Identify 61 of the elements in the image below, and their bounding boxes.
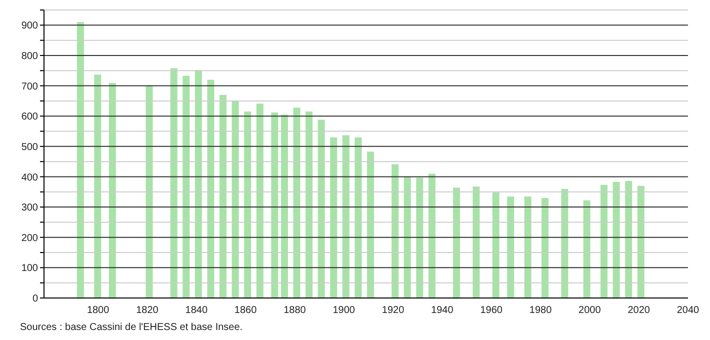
bar bbox=[194, 70, 202, 298]
bar bbox=[108, 83, 116, 298]
y-tick-label: 200 bbox=[21, 232, 38, 244]
bar bbox=[170, 68, 178, 298]
source-note: Sources : base Cassini de l'EHESS et base Insee. bbox=[20, 322, 244, 333]
bar bbox=[561, 188, 568, 298]
x-tick-label: 1880 bbox=[284, 305, 306, 316]
bar bbox=[492, 192, 500, 298]
bar bbox=[280, 114, 288, 298]
y-tick-label: 300 bbox=[21, 202, 38, 214]
bar bbox=[507, 196, 514, 298]
bar bbox=[232, 100, 239, 298]
bar bbox=[220, 94, 227, 298]
y-tick-label: 700 bbox=[21, 81, 38, 92]
x-tick-label: 1840 bbox=[185, 305, 208, 316]
bar bbox=[76, 22, 84, 298]
bar bbox=[524, 196, 532, 298]
x-tick-label: 1900 bbox=[332, 305, 356, 316]
bar bbox=[404, 176, 411, 298]
bar bbox=[146, 86, 153, 298]
bar bbox=[207, 80, 214, 298]
bar bbox=[428, 174, 436, 298]
bar bbox=[542, 198, 549, 298]
y-tick-label: 900 bbox=[21, 20, 38, 32]
bar bbox=[306, 112, 313, 298]
x-tick-label: 2040 bbox=[676, 305, 700, 316]
x-tick-label: 1980 bbox=[529, 305, 552, 316]
bar bbox=[416, 178, 424, 298]
bar bbox=[600, 184, 608, 298]
bar bbox=[342, 135, 350, 298]
x-tick-label: 2020 bbox=[628, 305, 650, 316]
y-tick-label: 600 bbox=[21, 112, 38, 123]
bar bbox=[318, 120, 325, 298]
bar bbox=[94, 74, 102, 298]
x-tick-label: 1860 bbox=[234, 305, 258, 316]
bar bbox=[256, 104, 264, 298]
bar bbox=[244, 112, 252, 298]
bar bbox=[354, 137, 362, 298]
bar bbox=[453, 188, 460, 298]
bar bbox=[330, 137, 338, 298]
bar bbox=[182, 76, 190, 298]
y-tick-label: 400 bbox=[21, 172, 38, 184]
bar bbox=[472, 186, 480, 298]
bar bbox=[612, 182, 620, 298]
y-tick-label: 800 bbox=[21, 51, 38, 62]
x-tick-label: 1960 bbox=[480, 305, 503, 316]
bar bbox=[637, 186, 644, 298]
x-tick-label: 2000 bbox=[578, 305, 602, 316]
x-tick-label: 1920 bbox=[382, 305, 405, 316]
bar bbox=[625, 180, 632, 298]
bar bbox=[271, 112, 278, 298]
bar bbox=[392, 164, 399, 298]
y-tick-label: 0 bbox=[32, 294, 38, 305]
y-tick-label: 100 bbox=[21, 263, 38, 274]
bar bbox=[583, 200, 590, 298]
y-tick-label: 500 bbox=[21, 142, 38, 153]
bar bbox=[293, 108, 300, 298]
x-tick-label: 1800 bbox=[86, 305, 110, 316]
x-tick-label: 1820 bbox=[136, 305, 159, 316]
bar bbox=[367, 152, 374, 298]
x-tick-label: 1940 bbox=[431, 305, 454, 316]
